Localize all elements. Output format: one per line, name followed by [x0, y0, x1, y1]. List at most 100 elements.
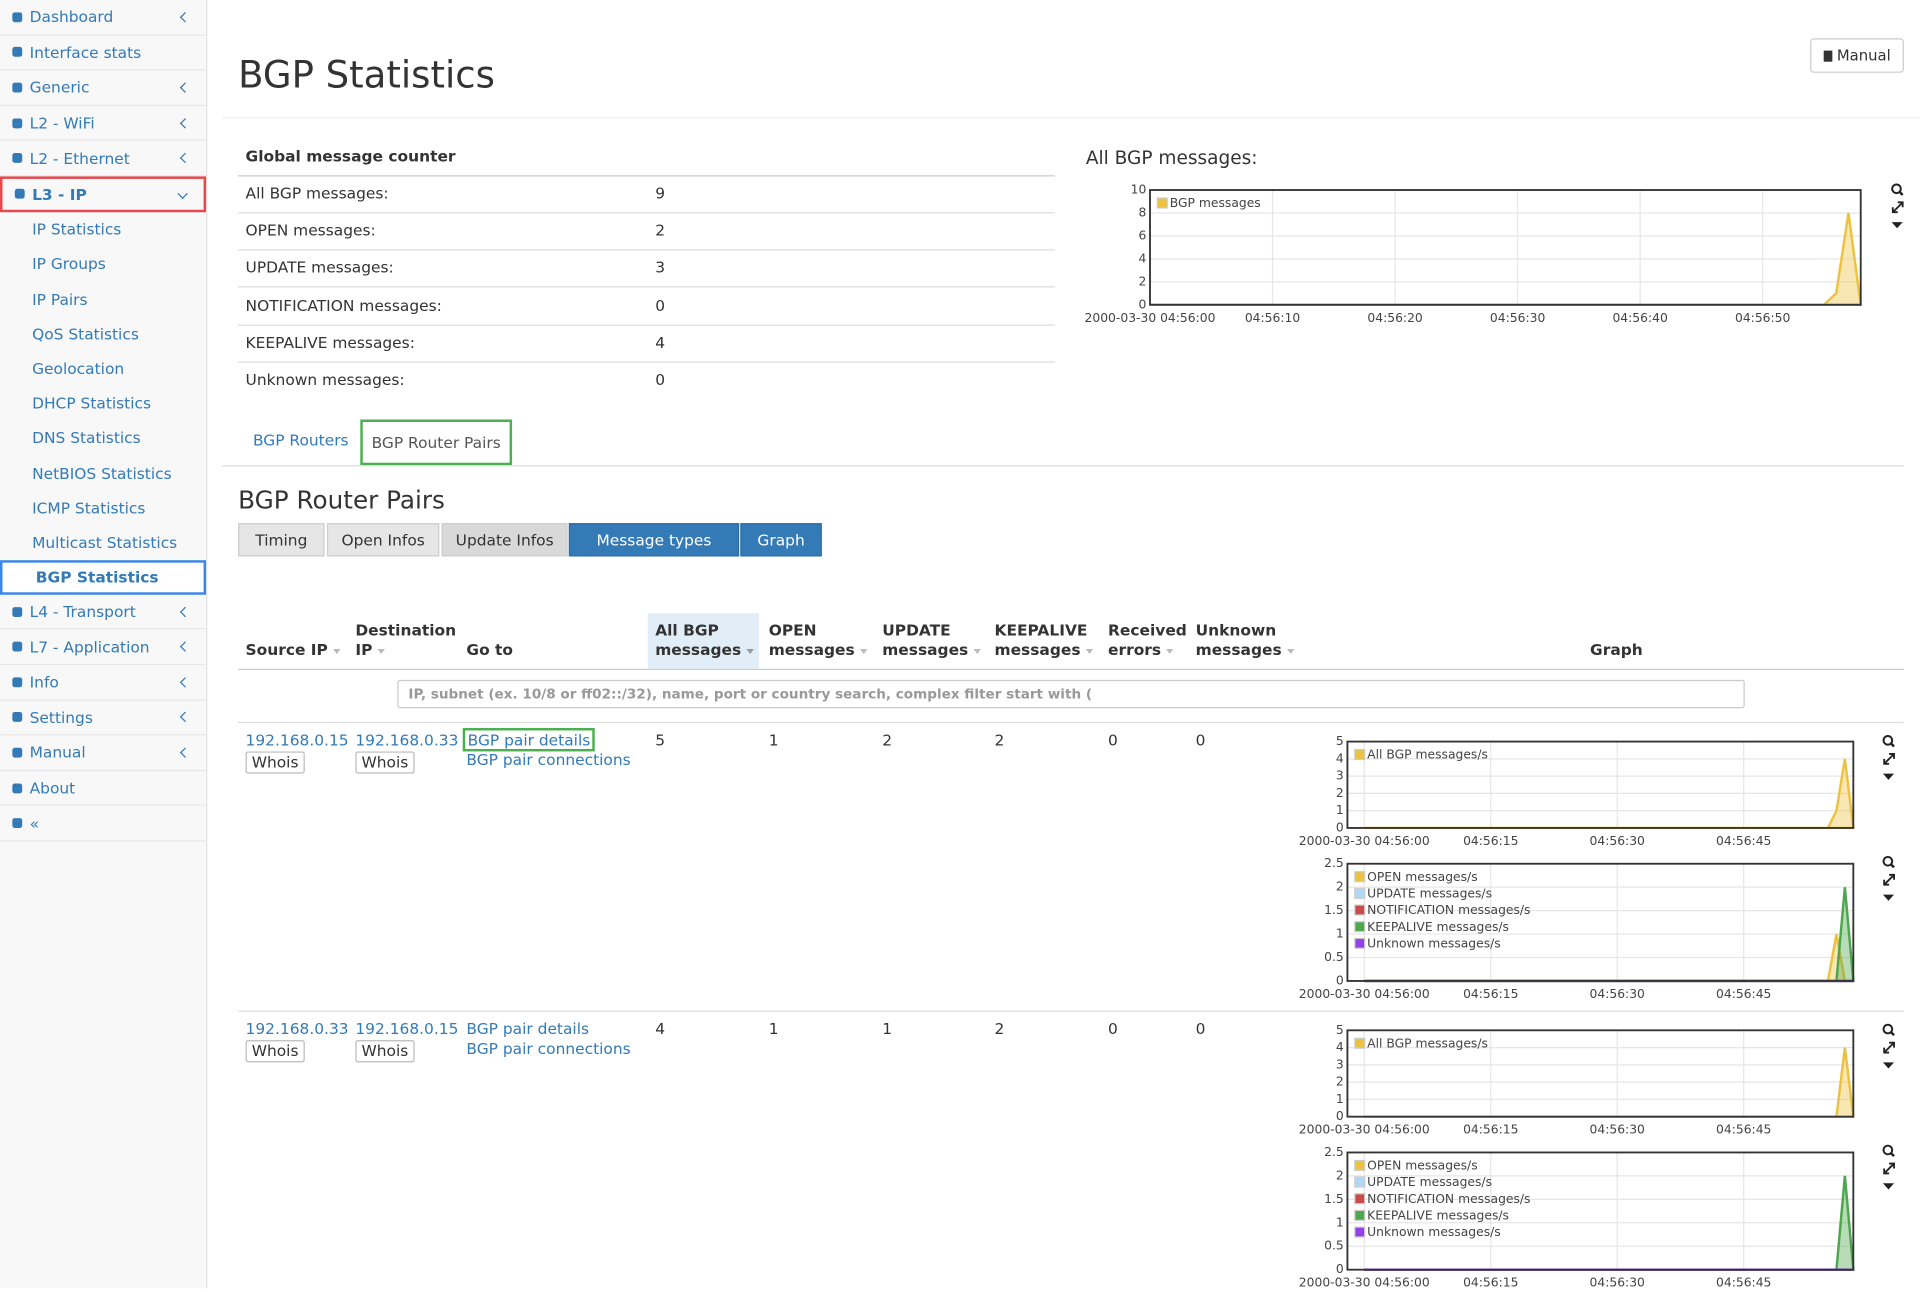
y-tick-label: 0 [1336, 973, 1344, 987]
toggle-button[interactable]: Timing [238, 523, 325, 557]
menu-icon[interactable] [1882, 894, 1895, 901]
source-ip[interactable]: 192.168.0.15 [245, 730, 349, 749]
x-tick-label: 04:56:30 [1590, 834, 1646, 848]
nav-subitem[interactable]: NetBIOS Statistics [32, 463, 172, 482]
destination-ip[interactable]: 192.168.0.15 [355, 1019, 459, 1038]
column-header[interactable]: Destination IP [355, 621, 456, 660]
chart: 0 0.5 1 1.5 2 2.5 2000-03-30 04:56:00 04:56:15 0… [1299, 856, 1855, 1001]
nav-subitem[interactable]: DNS Statistics [32, 428, 141, 448]
nav-item[interactable]: L2 - WiFi [0, 106, 207, 142]
pair-connections-link[interactable]: BGP pair connections [466, 750, 631, 769]
zoom-icon[interactable] [1898, 190, 1904, 196]
nav-item[interactable]: Manual [0, 736, 207, 771]
sort-icon[interactable] [1166, 648, 1174, 654]
nav-item[interactable]: L2 - Ethernet [0, 141, 207, 177]
whois-button[interactable]: Whois [355, 1040, 415, 1063]
menu-icon[interactable] [1891, 222, 1903, 229]
reset-icon[interactable] [1891, 201, 1904, 214]
column-header[interactable]: Graph [1567, 640, 1666, 660]
zoom-icon[interactable] [1890, 863, 1895, 869]
source-ip[interactable]: 192.168.0.33 [245, 1019, 349, 1038]
pair-details-link[interactable]: BGP pair details [466, 1019, 590, 1038]
zoom-icon[interactable] [1882, 735, 1894, 746]
pair-details-link[interactable]: BGP pair details [462, 728, 596, 752]
menu-icon[interactable] [1882, 773, 1895, 780]
nav-label: Dashboard [29, 7, 114, 27]
y-tick-label: 5 [1336, 1023, 1344, 1037]
y-tick-label: 0.5 [1324, 950, 1344, 964]
column-header[interactable]: All BGP messages [655, 621, 759, 660]
toggle-button[interactable]: Update Infos [441, 523, 568, 557]
tab[interactable]: BGP Routers [252, 430, 349, 450]
reset-icon[interactable] [1883, 1162, 1895, 1175]
nav-subitem[interactable]: DHCP Statistics [32, 393, 152, 413]
zoom-icon[interactable] [1890, 1152, 1895, 1158]
sort-icon[interactable] [377, 648, 385, 654]
nav-item[interactable]: Generic [0, 71, 207, 106]
whois-button[interactable]: Whois [355, 751, 415, 774]
zoom-icon[interactable] [1882, 855, 1894, 867]
nav-item[interactable]: About [0, 771, 207, 807]
nav-subitem[interactable]: Multicast Statistics [32, 533, 178, 552]
nav-subitem[interactable]: ICMP Statistics [32, 498, 146, 517]
nav-item[interactable]: Interface stats [0, 35, 207, 71]
nav-item[interactable]: Info [0, 665, 207, 701]
reset-icon[interactable] [1883, 873, 1895, 886]
chart-tools[interactable] [1880, 734, 1897, 783]
nav-subitem[interactable]: IP Pairs [32, 289, 88, 308]
reset-icon[interactable] [1883, 1041, 1895, 1054]
nav-item[interactable]: L7 - Application [0, 630, 207, 666]
toggle-button[interactable]: Open Infos [326, 523, 440, 557]
zoom-icon[interactable] [1890, 1031, 1895, 1037]
sort-icon[interactable] [859, 648, 868, 654]
column-header[interactable]: Unknown messages [1196, 621, 1300, 660]
zoom-icon[interactable] [1882, 1144, 1894, 1156]
sort-icon[interactable] [746, 648, 754, 654]
column-header[interactable]: OPEN messages [769, 621, 868, 660]
nav-subitem[interactable]: BGP Statistics [0, 559, 207, 595]
nav-item[interactable]: L4 - Transport [0, 594, 207, 630]
filter-input[interactable]: IP, subnet (ex. 10/8 or ff02::/32), name… [397, 679, 1745, 709]
chart-tools[interactable] [1880, 1023, 1897, 1072]
zoom-icon[interactable] [1891, 183, 1902, 195]
column-header[interactable]: Source IP [246, 640, 345, 660]
whois-button[interactable]: Whois [245, 751, 305, 774]
sort-icon[interactable] [332, 648, 341, 654]
tab-active[interactable]: BGP Router Pairs [360, 419, 513, 466]
chart-tools[interactable] [1889, 183, 1906, 232]
chart-tools[interactable] [1880, 1144, 1897, 1193]
whois-button[interactable]: Whois [245, 1040, 305, 1063]
y-tick-label: 0.5 [1324, 1239, 1344, 1253]
chart-tools[interactable] [1880, 855, 1897, 904]
column-header[interactable]: Go to [466, 640, 589, 660]
sort-icon[interactable] [1085, 648, 1093, 654]
column-header[interactable]: Received errors [1108, 621, 1189, 660]
count-cell: 0 [1108, 1019, 1118, 1038]
nav-subitem[interactable]: IP Groups [32, 254, 106, 274]
menu-icon[interactable] [1882, 1183, 1895, 1190]
nav-arrow [179, 712, 191, 723]
nav-item[interactable]: L3 - IP [0, 176, 207, 212]
nav-subitem[interactable]: IP Statistics [32, 219, 122, 239]
zoom-icon[interactable] [1882, 1023, 1894, 1035]
sort-icon[interactable] [973, 648, 981, 654]
manual-button[interactable]: Manual [1810, 38, 1904, 73]
reset-icon[interactable] [1883, 752, 1895, 765]
nav-item[interactable]: Settings [0, 700, 207, 736]
book-icon [1823, 49, 1832, 62]
nav-item[interactable]: Dashboard [0, 0, 207, 36]
nav-subitem[interactable]: QoS Statistics [32, 324, 139, 343]
destination-ip[interactable]: 192.168.0.33 [355, 730, 459, 749]
pair-connections-link[interactable]: BGP pair connections [466, 1038, 631, 1058]
sorted-column [647, 613, 759, 669]
column-header[interactable]: KEEPALIVE messages [995, 621, 1101, 660]
chart: 0 1 2 3 4 5 2000-03-30 04:56:00 04:56:15 04:56:3… [1299, 734, 1855, 848]
nav-item[interactable]: « [0, 806, 207, 842]
nav-subitem[interactable]: Geolocation [32, 359, 125, 378]
menu-icon[interactable] [1882, 1062, 1895, 1069]
toggle-button[interactable]: Graph [740, 523, 822, 557]
zoom-icon[interactable] [1890, 742, 1895, 748]
toggle-button[interactable]: Message types [568, 523, 740, 557]
column-header[interactable]: UPDATE messages [882, 621, 986, 660]
sort-icon[interactable] [1286, 648, 1294, 654]
